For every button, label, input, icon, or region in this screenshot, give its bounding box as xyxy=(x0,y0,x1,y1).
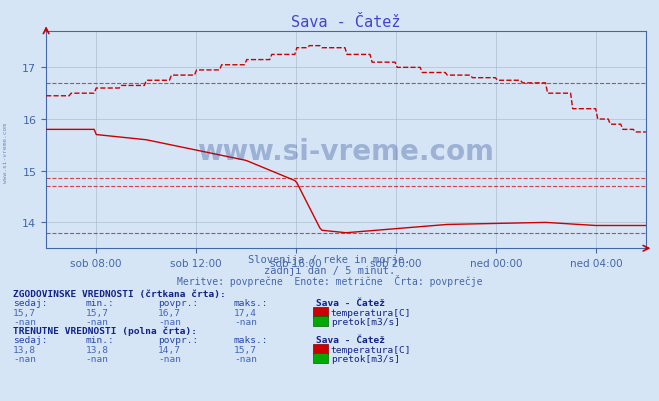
Text: -nan: -nan xyxy=(234,354,257,363)
Text: povpr.:: povpr.: xyxy=(158,336,198,344)
Text: sedaj:: sedaj: xyxy=(13,336,47,344)
Text: 16,7: 16,7 xyxy=(158,308,181,317)
Text: 15,7: 15,7 xyxy=(234,345,257,354)
Text: www.si-vreme.com: www.si-vreme.com xyxy=(198,137,494,165)
Text: -nan: -nan xyxy=(234,317,257,326)
Text: -nan: -nan xyxy=(86,317,109,326)
Text: www.si-vreme.com: www.si-vreme.com xyxy=(3,122,8,182)
Text: 13,8: 13,8 xyxy=(86,345,109,354)
Text: 17,4: 17,4 xyxy=(234,308,257,317)
Text: -nan: -nan xyxy=(13,317,36,326)
Text: min.:: min.: xyxy=(86,336,115,344)
Text: sedaj:: sedaj: xyxy=(13,299,47,308)
Text: temperatura[C]: temperatura[C] xyxy=(331,308,411,317)
Text: zadnji dan / 5 minut.: zadnji dan / 5 minut. xyxy=(264,265,395,275)
Text: pretok[m3/s]: pretok[m3/s] xyxy=(331,317,400,326)
Text: TRENUTNE VREDNOSTI (polna črta):: TRENUTNE VREDNOSTI (polna črta): xyxy=(13,325,197,335)
Text: -nan: -nan xyxy=(13,354,36,363)
Text: ZGODOVINSKE VREDNOSTI (črtkana črta):: ZGODOVINSKE VREDNOSTI (črtkana črta): xyxy=(13,289,226,298)
Text: povpr.:: povpr.: xyxy=(158,299,198,308)
Text: Meritve: povprečne  Enote: metrične  Črta: povprečje: Meritve: povprečne Enote: metrične Črta:… xyxy=(177,274,482,286)
Text: 15,7: 15,7 xyxy=(86,308,109,317)
Text: Sava - Čatež: Sava - Čatež xyxy=(316,299,386,308)
Text: 13,8: 13,8 xyxy=(13,345,36,354)
Text: Slovenija / reke in morje.: Slovenija / reke in morje. xyxy=(248,255,411,265)
Text: -nan: -nan xyxy=(158,317,181,326)
Title: Sava - Čatež: Sava - Čatež xyxy=(291,14,401,30)
Text: -nan: -nan xyxy=(158,354,181,363)
Text: Sava - Čatež: Sava - Čatež xyxy=(316,336,386,344)
Text: maks.:: maks.: xyxy=(234,299,268,308)
Text: temperatura[C]: temperatura[C] xyxy=(331,345,411,354)
Text: min.:: min.: xyxy=(86,299,115,308)
Text: 15,7: 15,7 xyxy=(13,308,36,317)
Text: -nan: -nan xyxy=(86,354,109,363)
Text: maks.:: maks.: xyxy=(234,336,268,344)
Text: 14,7: 14,7 xyxy=(158,345,181,354)
Text: pretok[m3/s]: pretok[m3/s] xyxy=(331,354,400,363)
